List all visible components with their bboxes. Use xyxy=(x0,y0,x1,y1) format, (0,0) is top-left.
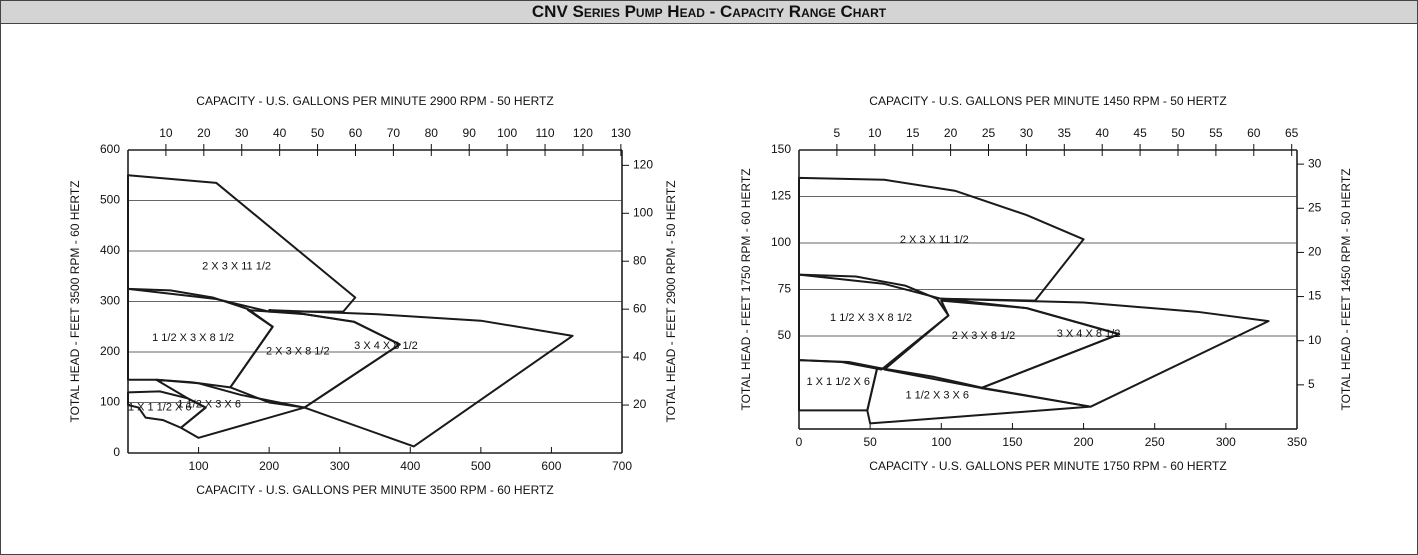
range-region xyxy=(866,366,1092,425)
x2-tick-label: 60 xyxy=(349,126,363,140)
y2-tick-label: 5 xyxy=(1308,377,1315,391)
region-label: 1 X 1 1/2 X 6 xyxy=(806,376,870,388)
x-tick-label: 50 xyxy=(863,435,877,449)
y-tick-label: 150 xyxy=(771,142,791,156)
x-tick-label: 600 xyxy=(541,459,561,473)
x2-tick-label: 130 xyxy=(611,126,631,140)
x2-tick-label: 65 xyxy=(1285,126,1299,140)
x2-tick-label: 25 xyxy=(982,126,996,140)
x2-tick-label: 70 xyxy=(387,126,401,140)
range-region xyxy=(940,297,1270,408)
range-region xyxy=(127,390,207,429)
region-label: 2 X 3 X 8 1/2 xyxy=(266,346,330,358)
y2-tick-label: 15 xyxy=(1308,289,1322,303)
page-title: CNV Series Pump Head - Capacity Range Ch… xyxy=(531,2,887,21)
y-tick-label: 100 xyxy=(100,395,120,409)
x-tick-label: 400 xyxy=(400,459,420,473)
y2-tick-label: 80 xyxy=(633,253,647,267)
x2-tick-label: 50 xyxy=(311,126,325,140)
y-axis-label: TOTAL HEAD - FEET 3500 RPM - 60 HERTZ xyxy=(68,180,82,422)
y-tick-label: 0 xyxy=(113,445,120,459)
x-tick-label: 300 xyxy=(1216,435,1236,449)
y2-tick-label: 20 xyxy=(633,397,647,411)
x2-tick-label: 45 xyxy=(1133,126,1147,140)
x2-tick-label: 120 xyxy=(573,126,593,140)
x2-tick-label: 55 xyxy=(1209,126,1223,140)
x-axis-label: CAPACITY - U.S. GALLONS PER MINUTE 3500 … xyxy=(196,483,553,497)
y2-tick-label: 25 xyxy=(1308,200,1322,214)
y-tick-label: 400 xyxy=(100,243,120,257)
header: CNV Series Pump Head - Capacity Range Ch… xyxy=(1,1,1417,24)
range-region xyxy=(127,174,357,313)
x2-tick-label: 80 xyxy=(425,126,439,140)
x2-tick-label: 50 xyxy=(1171,126,1185,140)
y-tick-label: 100 xyxy=(771,235,791,249)
range-region xyxy=(268,309,574,448)
y2-tick-label: 40 xyxy=(633,349,647,363)
region-label: 1 1/2 X 3 X 8 1/2 xyxy=(830,312,912,324)
y-tick-label: 600 xyxy=(100,142,120,156)
y2-tick-label: 30 xyxy=(1308,156,1322,170)
range-region xyxy=(798,176,1085,302)
y-tick-label: 200 xyxy=(100,344,120,358)
range-region xyxy=(229,309,401,409)
y2-tick-label: 60 xyxy=(633,301,647,315)
x2-tick-label: 5 xyxy=(834,126,841,140)
x2-axis-label: CAPACITY - U.S. GALLONS PER MINUTE 1450 … xyxy=(869,94,1226,108)
x2-tick-label: 110 xyxy=(535,126,554,140)
x-tick-label: 200 xyxy=(1074,435,1094,449)
region-label: 3 X 4 X 8 1/2 xyxy=(1057,328,1121,340)
region-label: 2 X 3 X 11 1/2 xyxy=(900,234,969,246)
x2-tick-label: 20 xyxy=(197,126,211,140)
x2-tick-label: 10 xyxy=(868,126,882,140)
region-label: 3 X 4 X 8 1/2 xyxy=(354,340,418,352)
x2-tick-label: 100 xyxy=(497,126,517,140)
x2-tick-label: 60 xyxy=(1247,126,1261,140)
x2-tick-label: 40 xyxy=(273,126,287,140)
region-label: 1 1/2 X 3 X 8 1/2 xyxy=(152,332,234,344)
x-tick-label: 200 xyxy=(259,459,279,473)
x2-tick-label: 15 xyxy=(906,126,920,140)
y2-tick-label: 10 xyxy=(1308,333,1322,347)
x2-tick-label: 10 xyxy=(159,126,173,140)
x2-tick-label: 20 xyxy=(944,126,958,140)
x2-tick-label: 40 xyxy=(1096,126,1110,140)
y2-tick-label: 20 xyxy=(1308,245,1322,259)
region-label: 1 1/2 X 3 X 6 xyxy=(177,399,241,411)
x-tick-label: 500 xyxy=(471,459,491,473)
x2-tick-label: 35 xyxy=(1058,126,1072,140)
y-tick-label: 300 xyxy=(100,294,120,308)
y-tick-label: 50 xyxy=(778,328,792,342)
x-tick-label: 150 xyxy=(1002,435,1022,449)
x-tick-label: 350 xyxy=(1287,435,1307,449)
x-tick-label: 250 xyxy=(1145,435,1165,449)
x-tick-label: 700 xyxy=(612,459,632,473)
x-tick-label: 300 xyxy=(330,459,350,473)
y-tick-label: 125 xyxy=(771,189,791,203)
region-label: 1 X 1 1/2 X 6 xyxy=(128,401,192,413)
y2-axis-label: TOTAL HEAD - FEET 2900 RPM - 50 HERTZ xyxy=(664,180,678,422)
y2-axis-label: TOTAL HEAD - FEET 1450 RPM - 50 HERTZ xyxy=(1339,168,1353,410)
y2-tick-label: 120 xyxy=(633,158,653,172)
x-tick-label: 0 xyxy=(796,435,803,449)
x2-tick-label: 30 xyxy=(1020,126,1034,140)
region-label: 2 X 3 X 11 1/2 xyxy=(202,261,271,273)
x-tick-label: 100 xyxy=(931,435,951,449)
x2-tick-label: 30 xyxy=(235,126,249,140)
x-axis-label: CAPACITY - U.S. GALLONS PER MINUTE 1750 … xyxy=(869,459,1226,473)
x2-tick-label: 90 xyxy=(463,126,477,140)
x2-axis-label: CAPACITY - U.S. GALLONS PER MINUTE 2900 … xyxy=(196,94,553,108)
y2-tick-label: 100 xyxy=(633,205,653,219)
y-tick-label: 75 xyxy=(778,282,792,296)
x-tick-label: 100 xyxy=(189,459,209,473)
y-axis-label: TOTAL HEAD - FEET 1750 RPM - 60 HERTZ xyxy=(739,168,753,410)
y-tick-label: 500 xyxy=(100,193,120,207)
region-label: 2 X 3 X 8 1/2 xyxy=(952,330,1016,342)
region-label: 1 1/2 X 3 X 6 xyxy=(905,389,969,401)
range-region xyxy=(155,378,306,439)
